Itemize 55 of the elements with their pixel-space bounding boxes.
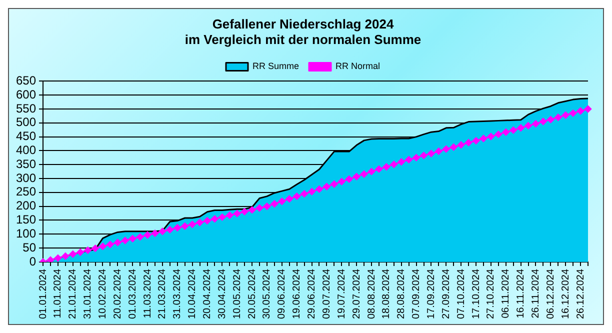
x-tick-label: 17.10.2024 [470,268,482,320]
x-tick-label: 10.05.2024 [232,268,243,320]
x-tick-label: 16.11.2024 [516,268,527,318]
x-tick-label: 27.10.2024 [486,268,497,320]
x-tick-label: 21.03.2024 [157,268,168,320]
x-tick-label: 28.08.2024 [396,268,408,320]
x-tick-label: 06.11.2024 [500,268,512,318]
x-tick-label: 16.12.2024 [560,268,572,320]
x-tick-label: 30.04.2024 [216,268,228,320]
legend-label: RR Summe [252,61,300,72]
y-tick-label: 550 [16,101,36,116]
y-tick-label: 150 [16,212,36,227]
x-tick-label: 29.07.2024 [351,268,362,320]
x-tick-label: 30.05.2024 [262,268,273,320]
x-tick-label: 09.06.2024 [276,268,288,320]
x-tick-label: 17.09.2024 [426,268,437,320]
y-tick-label: 250 [16,184,36,199]
x-tick-label: 26.11.2024 [530,268,542,318]
chart-title: Gefallener Niederschlag 2024 [212,16,394,32]
x-tick-label: 19.07.2024 [336,268,348,320]
y-tick-label: 200 [16,198,36,213]
y-tick-label: 450 [16,129,36,144]
y-tick-label: 500 [16,115,36,130]
y-tick-label: 50 [22,240,36,254]
y-tick-label: 100 [16,226,36,240]
x-tick-label: 31.01.2024 [82,268,94,320]
x-tick-label: 07.09.2024 [411,268,422,320]
x-tick-label: 01.03.2024 [127,268,138,320]
legend-label: RR Normal [336,61,380,72]
x-tick-label: 19.06.2024 [292,268,303,320]
x-tick-label: 09.07.2024 [321,268,332,320]
y-tick-label: 400 [16,143,36,158]
x-tick-label: 20.02.2024 [112,268,124,320]
x-tick-label: 10.02.2024 [97,268,108,320]
y-tick-label: 650 [16,74,36,88]
y-tick-label: 0 [29,254,36,268]
x-tick-label: 06.12.2024 [545,268,556,320]
x-tick-label: 20.05.2024 [246,268,258,320]
x-tick-label: 20.04.2024 [202,268,214,320]
x-tick-label: 29.06.2024 [306,268,318,320]
x-tick-label: 21.01.2024 [68,268,79,320]
x-tick-label: 26.12.2024 [575,268,586,320]
x-tick-label: 11.03.2024 [142,268,154,318]
y-tick-label: 600 [16,87,36,102]
x-tick-label: 11.01.2024 [52,268,64,318]
x-tick-label: 08.08.2024 [366,268,378,320]
x-tick-label: 18.08.2024 [381,268,392,320]
chart-subtitle: im Vergleich mit der normalen Summe [184,32,422,47]
x-tick-label: 10.04.2024 [187,268,198,320]
x-tick-label: 27.09.2024 [440,268,452,320]
x-tick-label: 01.01.2024 [38,268,49,320]
y-tick-label: 350 [16,156,36,171]
y-tick-label: 300 [16,170,36,185]
x-tick-label: 31.03.2024 [172,268,184,320]
x-tick-label: 07.10.2024 [456,268,467,320]
